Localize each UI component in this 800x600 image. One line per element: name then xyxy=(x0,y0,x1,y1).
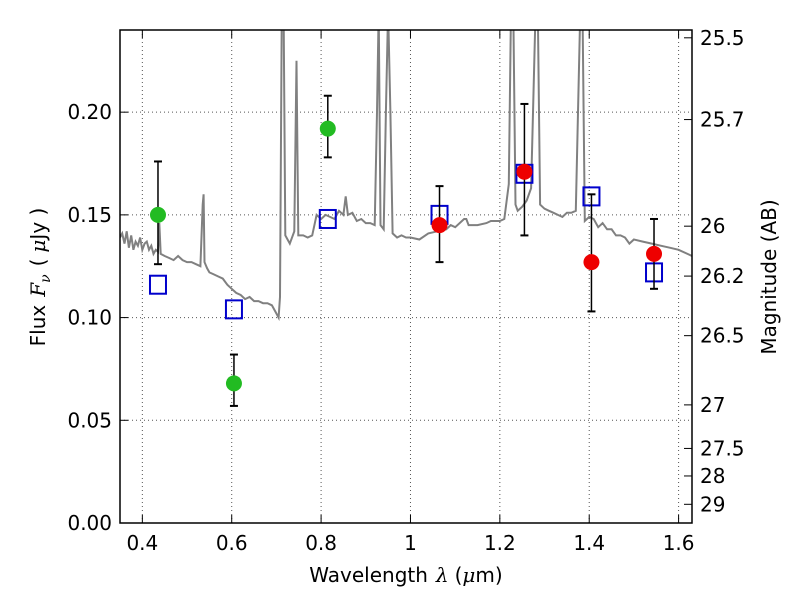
error-bars xyxy=(153,94,659,407)
data-point xyxy=(149,206,166,223)
x-tick-label: 0.8 xyxy=(305,531,337,555)
data-point xyxy=(319,120,336,137)
y2-tick-label: 28 xyxy=(700,464,725,488)
y-axis-label: FluxFν(μJy ) xyxy=(26,208,54,347)
grid-lines xyxy=(120,30,692,523)
y-axis-ticks: 0.00 0.05 0.10 0.15 0.20 xyxy=(67,100,128,535)
x-axis-ticks: 0.4 0.6 0.8 1 1.2 1.4 1.6 xyxy=(126,30,695,555)
y-tick-label: 0.05 xyxy=(67,408,112,432)
model-squares xyxy=(148,163,664,320)
y2-tick-label: 25.7 xyxy=(700,108,745,132)
y-tick-label: 0.15 xyxy=(67,203,112,227)
y2-tick-label: 26 xyxy=(700,214,725,238)
x-tick-label: 1.4 xyxy=(573,531,605,555)
x-tick-label: 1 xyxy=(404,531,417,555)
data-point xyxy=(583,254,600,271)
model-square xyxy=(318,208,337,229)
x-tick-label: 1.2 xyxy=(484,531,516,555)
x-tick-label: 0.6 xyxy=(216,531,248,555)
y2-tick-label: 26.2 xyxy=(700,264,745,288)
y2-axis-label: Magnitude (AB) xyxy=(757,199,781,354)
y-tick-label: 0.00 xyxy=(67,511,112,535)
y2-axis-ticks: 25.5 25.7 26 26.2 26.5 27 27.5 28 29 xyxy=(684,26,745,516)
y2-tick-label: 29 xyxy=(700,492,725,516)
x-axis-label: Wavelength λ (μm) xyxy=(309,563,502,587)
model-square xyxy=(224,299,243,320)
x-tick-label: 0.4 xyxy=(126,531,158,555)
y2-tick-label: 27 xyxy=(700,393,725,417)
data-point xyxy=(225,375,242,392)
model-square xyxy=(148,274,167,295)
data-point xyxy=(646,245,663,262)
y-tick-label: 0.10 xyxy=(67,306,112,330)
x-tick-label: 1.6 xyxy=(663,531,695,555)
plot-area xyxy=(120,30,692,407)
y2-tick-label: 25.5 xyxy=(700,26,745,50)
observed-points xyxy=(149,120,663,392)
y-tick-label: 0.20 xyxy=(67,100,112,124)
y2-tick-label: 26.5 xyxy=(700,324,745,348)
y2-tick-label: 27.5 xyxy=(700,436,745,460)
data-point xyxy=(516,163,533,180)
data-point xyxy=(431,217,448,234)
plot-frame xyxy=(119,29,693,524)
spectrum-line xyxy=(120,30,692,322)
